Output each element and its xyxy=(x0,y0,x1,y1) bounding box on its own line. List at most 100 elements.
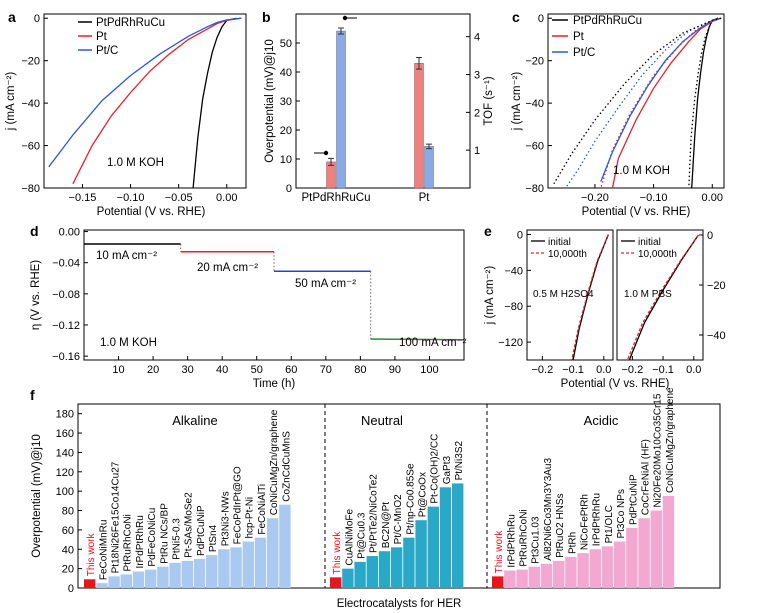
panel-c-ylabel: j (mA cm⁻²) xyxy=(511,72,523,132)
panel-f-category-1-10: Pt/Ni3S2 xyxy=(454,441,465,481)
panel-a-xtick-0: −0.15 xyxy=(69,192,97,204)
panel-e-ytick-right-0: −40 xyxy=(707,330,726,342)
panel-c-ytick-0: −80 xyxy=(525,183,544,195)
panel-c-line-2 xyxy=(611,17,722,189)
panel-a-frame xyxy=(43,13,247,189)
panel-f-bar-0-6 xyxy=(157,566,169,588)
panel-f-bar-1-9 xyxy=(439,487,452,588)
panel-f-bar-2-1 xyxy=(504,570,516,588)
panel-f-bar-0-15 xyxy=(267,518,279,588)
panel-e-xtick-left-0: −0.2 xyxy=(531,364,553,376)
panel-d-xtick-1: 20 xyxy=(147,364,159,376)
panel-d-ytick-4: −0.16 xyxy=(52,351,80,363)
panel-d-ytick-2: −0.08 xyxy=(52,289,80,301)
panel-f-category-2-9: Pt1/OLC xyxy=(604,505,615,543)
panel-f-bar-2-5 xyxy=(553,560,565,588)
panel-b-ytick-2: 20 xyxy=(280,125,292,137)
panel-f-category-2-4: Al82Ni6Co3Mn3Y3Au3 xyxy=(543,458,554,561)
panel-d-series-label-2: 50 mA cm⁻² xyxy=(295,278,356,290)
panel-f-bar-0-8 xyxy=(181,560,193,588)
panel-e-legend-label-0-0: initial xyxy=(548,237,571,248)
panel-c-xtick-2: 0.00 xyxy=(702,192,723,204)
panel-a-legend-label-0: PtPdRhRuCu xyxy=(96,17,165,29)
panel-d-label: d xyxy=(30,223,39,239)
panel-c-ytick-4: 0 xyxy=(538,13,544,25)
panel-f-category-0-16: CoZnCdCuMnS xyxy=(281,431,292,502)
panel-b-ytick-0: 0 xyxy=(286,183,292,195)
panel-f-category-0-7: PtNi5-0.3 xyxy=(172,518,183,560)
panel-a-xlabel: Potential (V vs. RHE) xyxy=(97,206,206,218)
panel-f-ytick-7: 140 xyxy=(56,447,74,459)
panel-f-category-2-8: IrPdPtRhRu xyxy=(592,493,603,546)
panel-f-group-title-2: Acidic xyxy=(584,413,619,428)
panel-f-category-2-6: PtRh xyxy=(567,532,578,554)
panel-b-ylabel: Overpotential (mV)@j10 xyxy=(264,39,276,163)
panel-f-bar-0-1 xyxy=(96,583,108,588)
panel-d-xlabel: Time (h) xyxy=(253,378,296,390)
panel-e-line-1 xyxy=(571,234,609,361)
panel-f-category-2-2: PtRuRhCoNi xyxy=(519,509,530,566)
charts-layer: a−0.15 −0.10 −0.05 0.00−80−60−40−200Potenti… xyxy=(5,9,726,610)
panel-e-ytick-left-2: −40 xyxy=(504,265,523,277)
panel-f-category-1-1: CuAlNiMoFe xyxy=(344,509,355,566)
panel-e-ytick-right-1: −20 xyxy=(707,280,726,292)
panel-f-category-2-0: This work xyxy=(494,530,505,574)
panel-f-category-0-15: CoNiCuMgZn/graphene xyxy=(269,409,280,515)
panel-f-bar-1-6 xyxy=(403,537,415,588)
panel-f-bar-0-3 xyxy=(120,574,132,588)
panel-f-category-1-7: Pt@CoOx xyxy=(418,472,429,517)
panel-d-xtick-0: 10 xyxy=(112,364,124,376)
panel-f-bar-2-0 xyxy=(492,576,504,588)
panel-e-legend-label-0-1: 10,000th xyxy=(548,249,587,260)
panel-e-legend-label-1-0: initial xyxy=(638,237,661,248)
panel-d-ytick-0: 0.00 xyxy=(59,227,80,239)
panel-f-bar-1-5 xyxy=(391,547,403,588)
panel-f-bar-0-0 xyxy=(84,579,96,588)
panel-f-category-1-2: Pt@Cu0.3 xyxy=(357,512,368,559)
panel-a-annotation: 1.0 M KOH xyxy=(107,157,164,169)
panel-f-bar-1-1 xyxy=(342,568,354,588)
panel-e-line-3 xyxy=(626,234,699,361)
panel-d-xtick-2: 30 xyxy=(182,364,194,376)
panel-f-category-0-1: FeCoNiMnRu xyxy=(98,520,109,581)
panel-b-bar-tof-1 xyxy=(424,146,434,189)
panel-f-category-2-3: Pt3Cu1.03 xyxy=(531,516,542,564)
panel-c-legend-label-1: Pt xyxy=(573,31,585,43)
panel-d-series-label-3: 100 mA cm⁻² xyxy=(399,337,467,349)
panel-a-xtick-3: 0.00 xyxy=(216,192,237,204)
panel-f-category-0-2: Pt18Ni26Fe15Co14Cu27 xyxy=(111,461,122,573)
panel-f-bar-2-7 xyxy=(577,553,589,588)
panel-a-line-0 xyxy=(192,17,237,189)
panel-a-line-2 xyxy=(48,17,242,168)
panel-c-xtick-1: −0.10 xyxy=(640,192,668,204)
panel-f-bar-0-11 xyxy=(218,549,230,588)
panel-e-electrolyte-left: 0.5 M H2SO4 xyxy=(533,289,594,300)
panel-f-category-2-10: Pt3Co NPs xyxy=(616,489,627,538)
panel-f-bar-1-2 xyxy=(354,561,366,588)
panel-f-bar-0-16 xyxy=(279,504,291,588)
panel-f-bar-0-4 xyxy=(132,571,145,588)
panel-c-line-4 xyxy=(600,17,722,182)
panel-b-ytick-3: 30 xyxy=(280,96,292,108)
panel-f-category-2-14: CoNiCuMgZn/graphene xyxy=(665,387,676,493)
panel-f-category-1-4: BC2N@Pt xyxy=(381,502,392,548)
panel-d-ytick-1: −0.04 xyxy=(52,258,80,270)
panel-f-category-0-9: PdPtCuNiP xyxy=(196,505,207,556)
panel-c-ytick-2: −40 xyxy=(525,98,544,110)
panel-d-annotation: 1.0 M KOH xyxy=(100,337,157,349)
panel-d-xtick-8: 90 xyxy=(389,364,401,376)
panel-e-right-frame xyxy=(616,229,704,361)
panel-e-label: e xyxy=(484,223,492,239)
panel-d-ylabel: η (V vs. RHE) xyxy=(30,260,42,330)
panel-c-legend-label-2: Pt/C xyxy=(573,47,595,59)
panel-e-electrolyte-right: 1.0 M PBS xyxy=(624,289,672,300)
panel-f-category-2-11: PdPtCuNiP xyxy=(628,474,639,525)
panel-f-category-0-3: PtRuRhCoNi xyxy=(123,514,134,571)
panel-f-ytick-4: 80 xyxy=(62,506,74,518)
panel-f-category-0-5: PdFeCoNiCu xyxy=(147,508,158,567)
panel-f-bar-1-10 xyxy=(452,483,464,588)
panel-f-bar-0-9 xyxy=(193,558,206,588)
panel-f-bar-0-12 xyxy=(230,547,242,588)
panel-f-bar-0-14 xyxy=(254,537,267,588)
panel-f-category-1-8: Pt-Co(OH)2/CC xyxy=(430,434,441,504)
